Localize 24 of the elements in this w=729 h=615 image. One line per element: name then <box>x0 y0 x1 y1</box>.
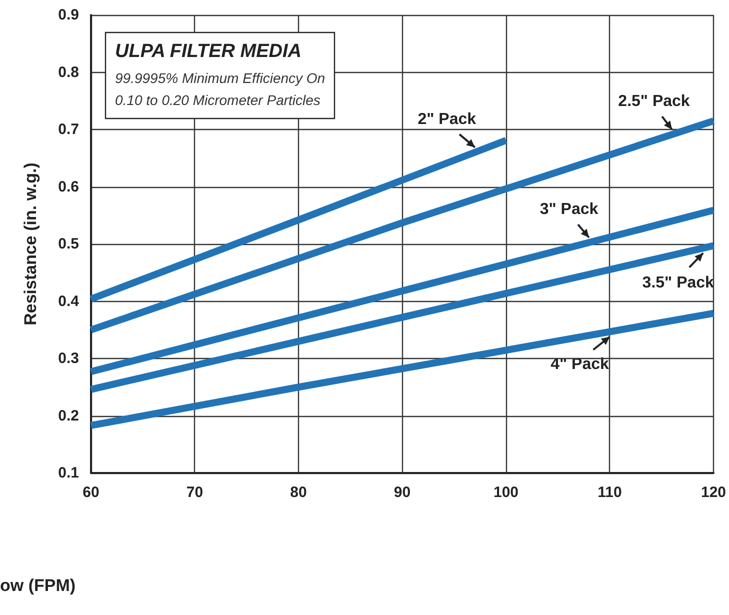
y-tick-label: 0.4 <box>58 292 80 310</box>
y-tick-label: 0.1 <box>58 464 79 482</box>
x-tick-label: 110 <box>598 484 622 501</box>
y-tick-label: 0.2 <box>58 407 79 424</box>
x-tick-label: 70 <box>186 484 204 501</box>
y-tick-label: 0.5 <box>58 236 79 252</box>
y-tick-label: 0.8 <box>58 64 79 81</box>
y-axis-title: Resistance (in. w.g.) <box>21 162 40 326</box>
text: ULPA FILTER MEDIA <box>115 41 302 62</box>
x-axis-title: ow (FPM) <box>0 576 76 595</box>
x-tick-label: 100 <box>493 484 519 501</box>
x-tick-label: 60 <box>82 484 100 501</box>
text: 99.9995% Minimum Efficiency On 0.10 to 0.20 Micrometer Particles <box>115 70 326 108</box>
y-tick-label: 0.9 <box>58 6 79 24</box>
series-label: 2.5" Pack <box>618 93 690 110</box>
series-label: 2" Pack <box>418 110 476 128</box>
series-label: 3.5" Pack <box>642 274 714 292</box>
y-tick-label: 0.7 <box>58 121 79 138</box>
series-label: 3" Pack <box>540 201 598 218</box>
y-tick-label: 0.6 <box>58 178 79 196</box>
x-tick-label: 80 <box>290 484 307 501</box>
y-tick-label: 0.3 <box>58 350 79 367</box>
x-tick-label: 120 <box>700 484 726 501</box>
x-tick-label: 90 <box>394 484 411 501</box>
